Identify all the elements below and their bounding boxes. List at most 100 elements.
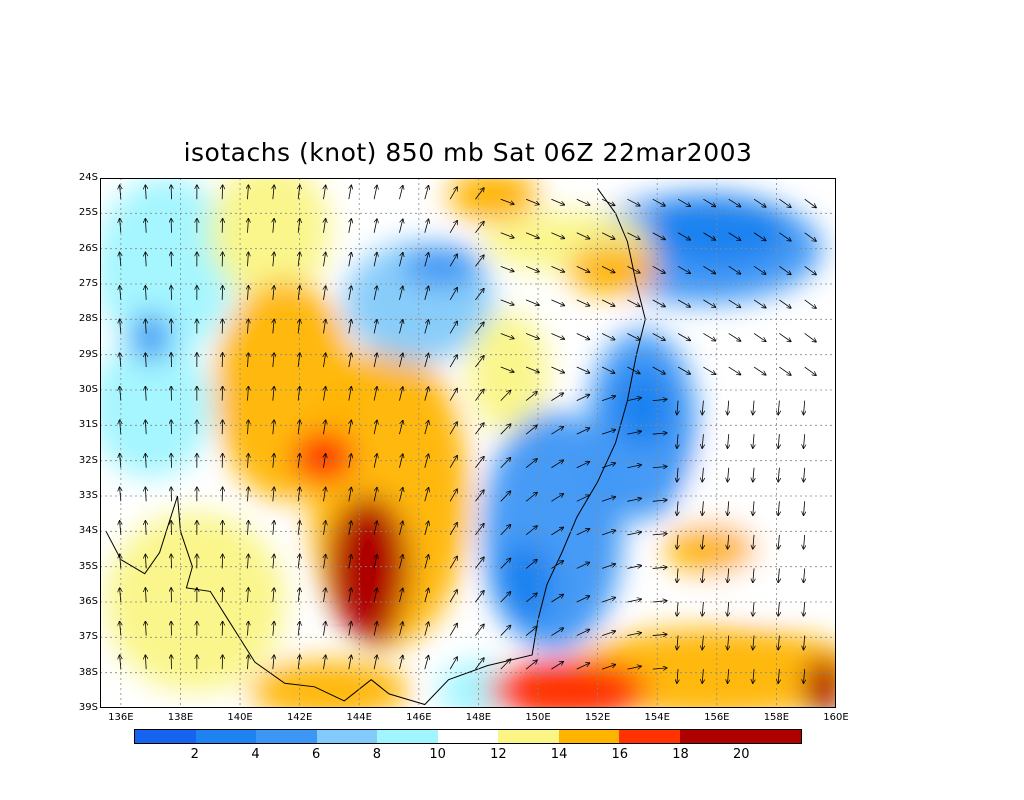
wind-arrow	[728, 366, 741, 375]
wind-arrow	[424, 387, 429, 401]
wind-arrow	[677, 669, 678, 683]
wind-arrow	[373, 219, 377, 233]
lat-tick-label: 39S	[78, 702, 98, 713]
wind-arrow	[652, 534, 667, 535]
colorbar-label: 12	[490, 747, 507, 762]
wind-arrow	[399, 320, 402, 334]
lon-tick-label: 150E	[525, 712, 551, 723]
wind-arrow	[373, 555, 377, 569]
wind-arrow	[424, 253, 429, 267]
lat-tick-label: 29S	[78, 348, 98, 360]
wind-arrow	[475, 389, 483, 401]
wind-arrow	[273, 320, 274, 334]
wind-arrow	[475, 356, 483, 368]
lat-tick-label: 37S	[78, 631, 98, 643]
wind-arrow	[273, 655, 274, 670]
wind-arrow	[601, 333, 615, 339]
wind-arrow	[399, 454, 402, 468]
wind-arrow	[525, 526, 537, 536]
wind-arrow	[728, 434, 729, 448]
wind-arrow	[728, 333, 741, 341]
wind-arrow	[753, 198, 766, 207]
wind-arrow	[753, 266, 766, 274]
coastline	[105, 188, 646, 706]
wind-arrow	[349, 253, 351, 267]
colorbar-cell	[135, 730, 196, 743]
colorbar-cell	[437, 730, 499, 743]
wind-arrow	[525, 232, 539, 238]
wind-arrow	[702, 568, 703, 582]
wind-arrow	[753, 568, 754, 582]
wind-arrow	[424, 454, 429, 468]
wind-arrow	[702, 669, 703, 683]
wind-arrow	[120, 655, 121, 670]
wind-arrow	[120, 387, 121, 401]
colorbar-cell	[558, 730, 620, 743]
wind-arrow	[298, 320, 300, 334]
wind-arrow	[298, 487, 300, 502]
wind-vectors	[120, 185, 816, 683]
wind-arrow	[728, 265, 741, 274]
wind-arrow	[551, 427, 563, 435]
wind-arrow	[120, 320, 121, 334]
wind-arrow	[349, 420, 351, 435]
wind-arrow	[373, 622, 377, 636]
wind-arrow	[753, 501, 754, 515]
wind-arrow	[652, 399, 667, 400]
wind-arrow	[349, 555, 351, 569]
wind-arrow	[399, 656, 402, 670]
wind-arrow	[349, 588, 351, 603]
colorbar-cell	[195, 730, 257, 743]
lat-tick-label: 34S	[78, 525, 98, 537]
wind-arrow	[525, 366, 539, 372]
wind-arrow	[145, 454, 146, 468]
wind-arrow	[728, 198, 741, 207]
wind-arrow	[373, 655, 377, 670]
wind-arrow	[576, 232, 590, 239]
wind-arrow	[273, 185, 274, 200]
wind-arrow	[601, 396, 615, 401]
wind-arrow	[247, 353, 248, 368]
wind-arrow	[424, 622, 429, 636]
wind-arrow	[677, 467, 678, 482]
wind-arrow	[247, 252, 248, 267]
wind-arrow	[652, 634, 667, 635]
wind-arrow	[778, 534, 779, 549]
wind-arrow	[500, 424, 511, 435]
wind-arrow	[399, 387, 402, 401]
wind-arrow	[551, 662, 563, 670]
wind-arrow	[273, 387, 274, 401]
wind-arrow	[702, 635, 703, 650]
wind-arrow	[349, 185, 351, 200]
lon-tick-label: 140E	[227, 712, 253, 723]
wind-arrow	[298, 622, 300, 636]
wind-arrow	[298, 420, 300, 435]
wind-arrow	[323, 488, 325, 502]
wind-arrow	[627, 198, 639, 206]
wind-arrow	[120, 487, 121, 502]
wind-arrow	[677, 434, 678, 448]
wind-arrow	[627, 666, 641, 670]
lat-tick-label: 36S	[78, 596, 98, 607]
wind-arrow	[145, 622, 146, 636]
lat-tick-label: 32S	[78, 454, 98, 466]
wind-arrow	[323, 454, 325, 468]
wind-arrow	[551, 366, 564, 373]
wind-arrow	[728, 400, 729, 415]
wind-arrow	[627, 431, 641, 435]
wind-arrow	[627, 498, 641, 502]
wind-arrow	[753, 232, 766, 241]
wind-arrow	[449, 221, 457, 233]
wind-arrow	[349, 488, 351, 502]
wind-arrow	[323, 521, 325, 535]
wind-arrow	[500, 265, 514, 271]
wind-arrow	[677, 198, 690, 206]
wind-arrow	[728, 669, 729, 683]
wind-arrow	[627, 265, 639, 272]
wind-arrow	[652, 467, 667, 468]
wind-arrow	[601, 299, 615, 306]
wind-arrow	[247, 555, 248, 569]
wind-arrow	[273, 521, 274, 535]
wind-arrow	[525, 493, 537, 502]
wind-arrow	[475, 289, 483, 301]
